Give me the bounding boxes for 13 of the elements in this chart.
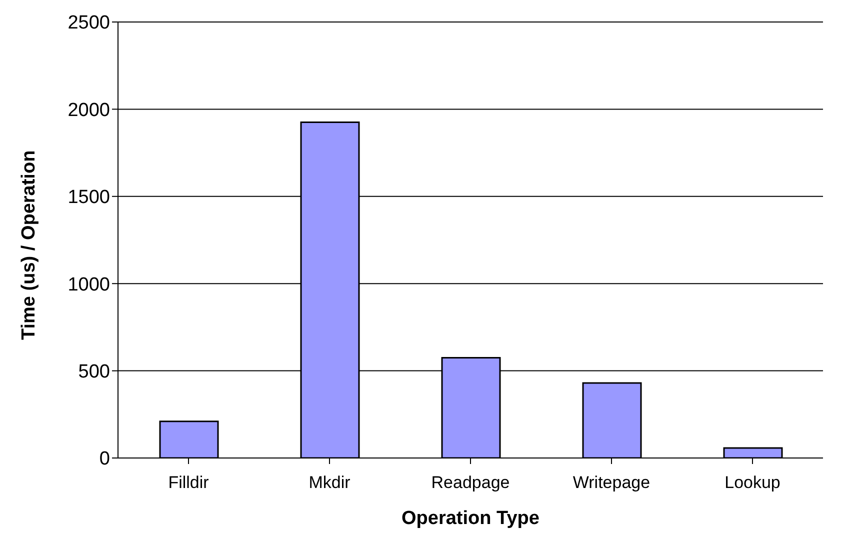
y-tick-label: 1000 xyxy=(68,274,110,296)
y-tick-label: 500 xyxy=(78,362,110,383)
x-tick-label: Readpage xyxy=(431,473,510,492)
x-tick-label: Lookup xyxy=(724,473,780,492)
x-axis-title: Operation Type xyxy=(402,508,540,529)
y-tick-label: 0 xyxy=(99,448,110,470)
y-tick-label: 2000 xyxy=(68,100,110,121)
x-tick-label: Filldir xyxy=(168,473,210,492)
x-tick-label: Writepage xyxy=(572,473,650,492)
y-tick-label: 1500 xyxy=(68,187,110,208)
y-axis-title: Time (us) / Operation xyxy=(18,150,40,340)
y-tick-label: 2500 xyxy=(68,12,110,34)
x-tick-label: Mkdir xyxy=(308,473,351,492)
